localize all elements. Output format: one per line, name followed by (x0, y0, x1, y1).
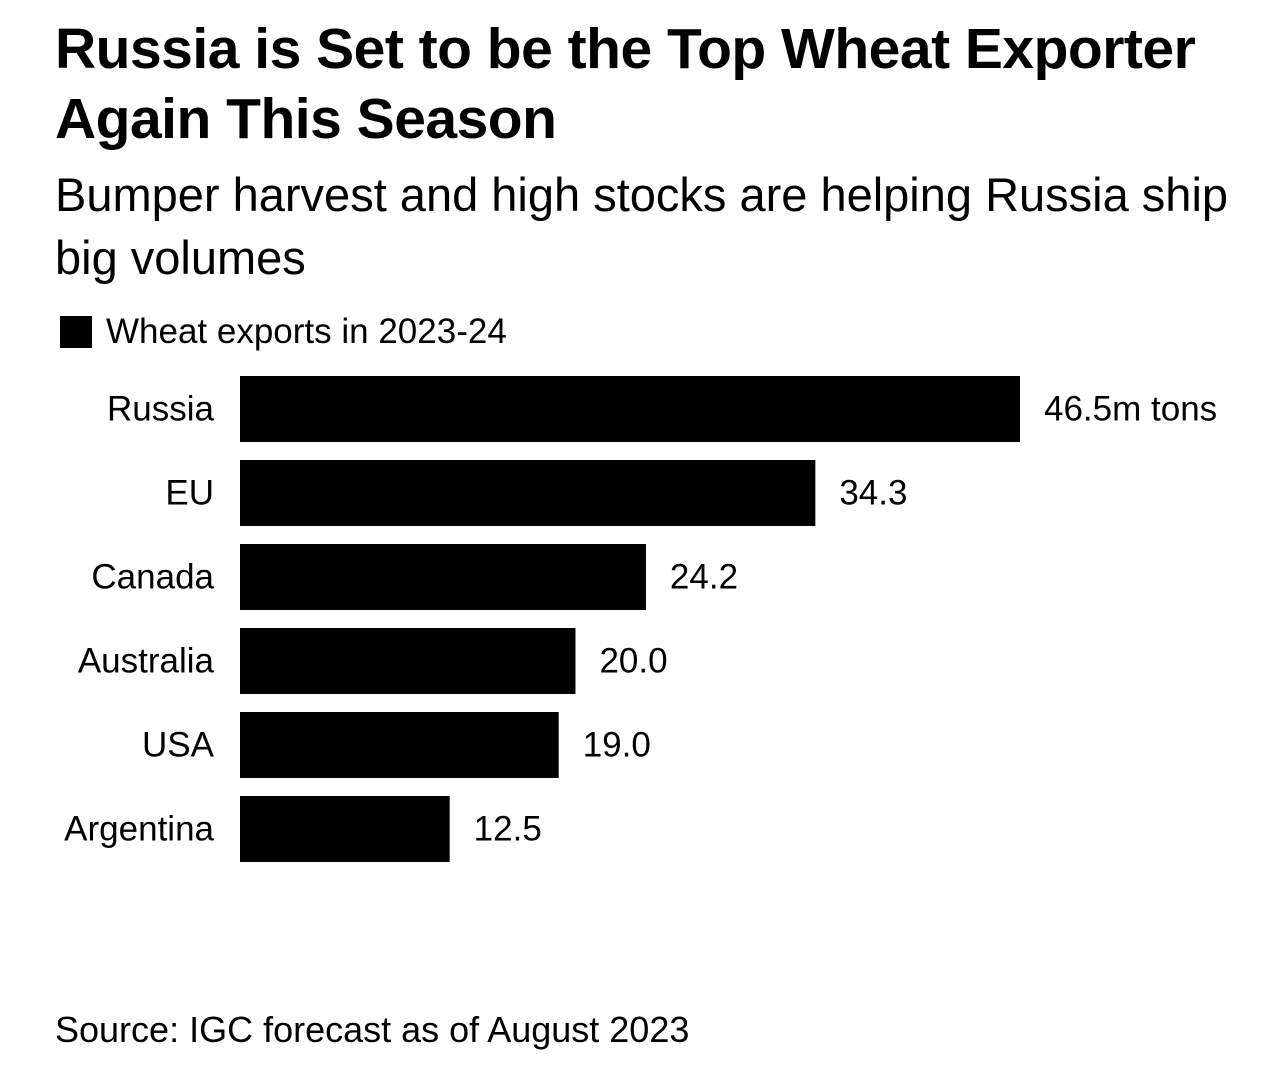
category-label-canada: Canada (91, 558, 214, 597)
chart-subtitle: Bumper harvest and high stocks are helpi… (55, 168, 1229, 284)
bar-eu (240, 460, 816, 526)
bar-canada (240, 544, 646, 610)
value-label-eu: 34.3 (839, 474, 907, 513)
category-label-eu: EU (165, 474, 214, 513)
bar-usa (240, 712, 559, 778)
value-label-australia: 20.0 (599, 642, 667, 681)
legend-label: Wheat exports in 2023-24 (106, 312, 507, 351)
bar-australia (240, 628, 576, 694)
value-label-usa: 19.0 (583, 726, 651, 765)
value-label-russia: 46.5m tons (1044, 390, 1217, 429)
bar-argentina (240, 796, 450, 862)
category-label-usa: USA (142, 726, 215, 765)
bar-chart: Russia 46.5m tons EU 34.3 Canada 24.2 Australi… (64, 376, 1217, 862)
bar-russia (240, 376, 1020, 442)
value-label-canada: 24.2 (670, 558, 738, 597)
legend-swatch (60, 316, 92, 348)
category-label-russia: Russia (107, 390, 215, 429)
value-label-argentina: 12.5 (474, 810, 542, 849)
chart-title: Russia is Set to be the Top Wheat Export… (55, 17, 1196, 151)
source-note: Source: IGC forecast as of August 2023 (55, 1009, 690, 1050)
bars-group: Russia 46.5m tons EU 34.3 Canada 24.2 Australi… (64, 376, 1217, 862)
category-label-argentina: Argentina (64, 810, 214, 849)
category-label-australia: Australia (78, 642, 215, 681)
legend: Wheat exports in 2023-24 (60, 312, 507, 352)
